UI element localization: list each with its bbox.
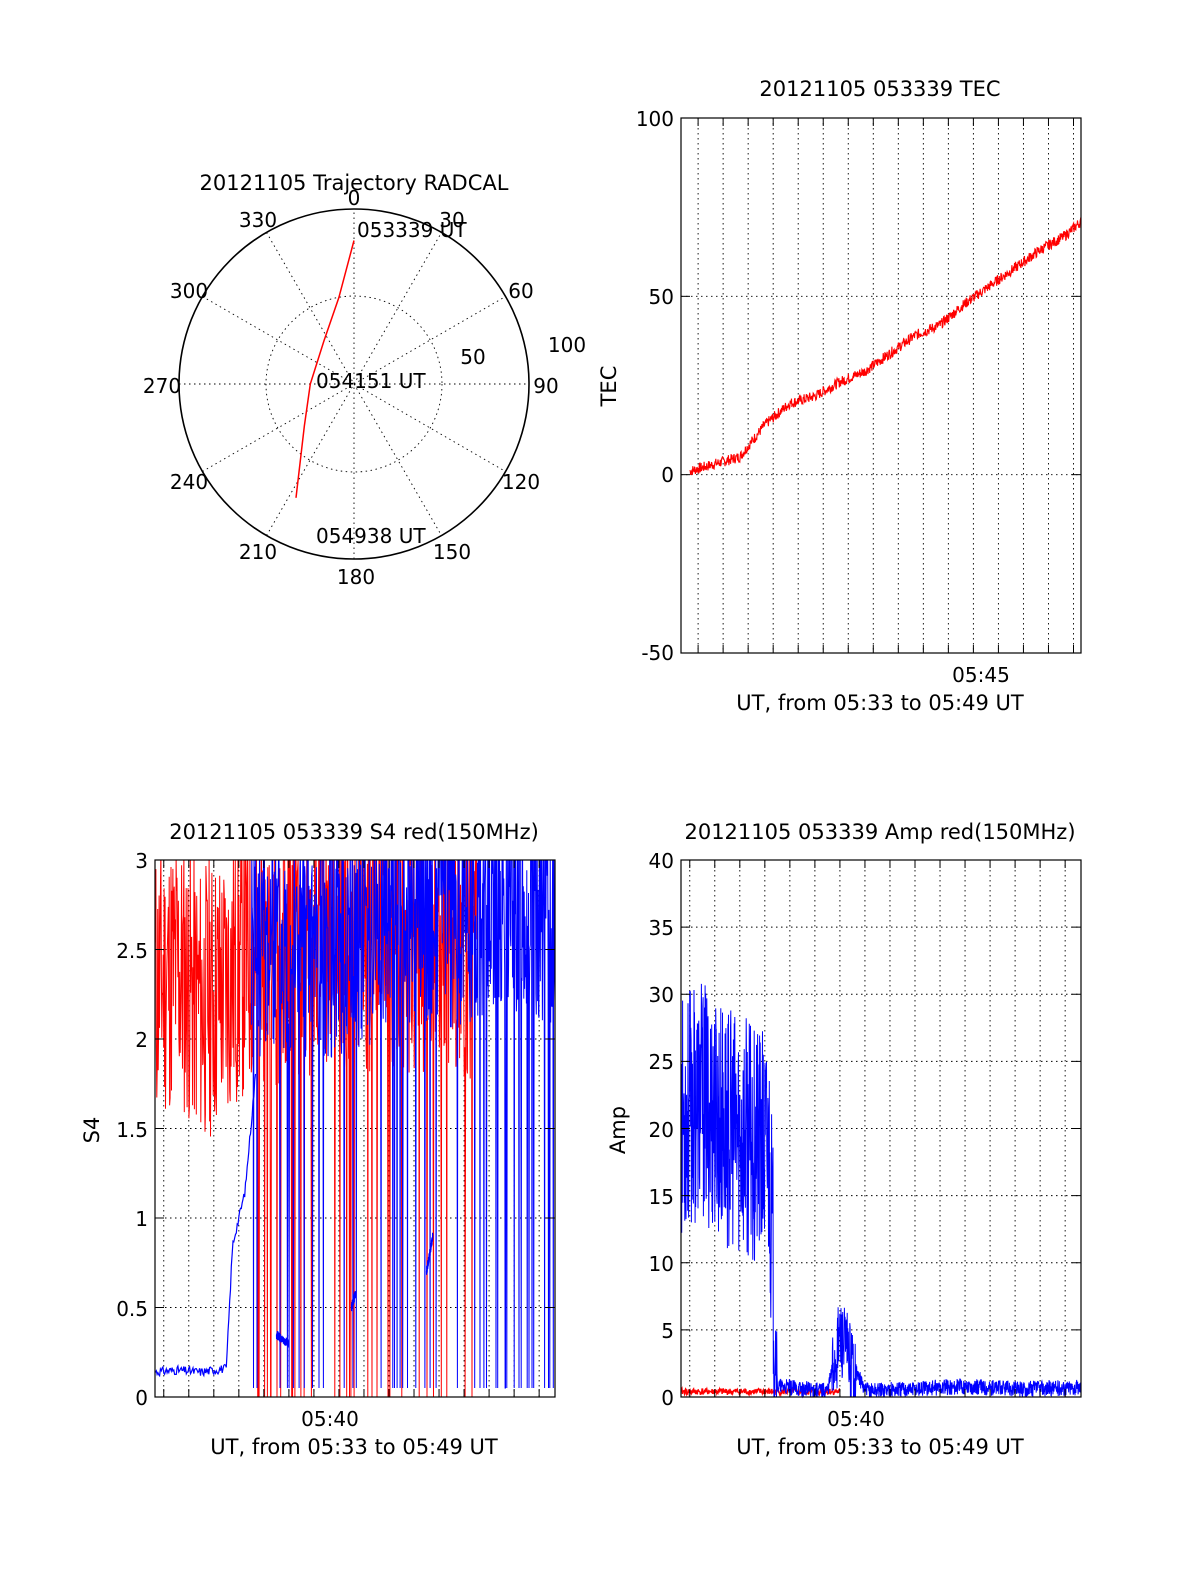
azimuth-label-210: 210 [239, 540, 277, 564]
y-tick-label: 50 [649, 285, 674, 309]
y-tick-label: 0 [661, 1386, 674, 1410]
s4-blue-segment [155, 1073, 257, 1378]
polar-trajectory-chart: 20121105 Trajectory RADCAL 0 30 60 90 12… [143, 171, 586, 589]
azimuth-labels: 0 30 60 90 120 150 180 210 240 270 300 3… [143, 186, 586, 589]
y-tick-label: 3 [135, 849, 148, 873]
y-tick-label: 35 [649, 916, 674, 940]
azimuth-label-180: 180 [337, 565, 375, 589]
azimuth-label-300: 300 [170, 279, 208, 303]
azimuth-label-90: 90 [533, 374, 558, 398]
y-axis-label: S4 [80, 1117, 104, 1144]
y-tick-label: 10 [649, 1252, 674, 1276]
chart-title: 20121105 053339 S4 red(150MHz) [169, 820, 539, 844]
amp-grid [681, 859, 1081, 1398]
y-tick-label: 1.5 [116, 1118, 148, 1142]
trajectory-line [295, 240, 355, 498]
plot-frame [680, 117, 1082, 654]
y-tick-label: 25 [649, 1050, 674, 1074]
tec-tick-marks [681, 117, 1081, 654]
azimuth-label-120: 120 [502, 470, 540, 494]
x-tick-label: 05:45 [952, 663, 1010, 687]
azimuth-label-270: 270 [143, 374, 181, 398]
y-tick-label: 2 [135, 1028, 148, 1052]
y-tick-label: 0 [661, 463, 674, 487]
trajectory-mid-label: 054151 UT [316, 369, 426, 393]
s4-blue-segment [425, 1232, 434, 1275]
s4-blue-line [250, 860, 555, 1389]
y-tick-label: 0 [135, 1386, 148, 1410]
polar-spoke [266, 232, 442, 536]
azimuth-label-150: 150 [433, 540, 471, 564]
azimuth-label-240: 240 [170, 470, 208, 494]
s4-blue-segment [350, 1291, 357, 1312]
amp-blue-line [680, 983, 1082, 1399]
s4-tick-marks [155, 859, 555, 1398]
x-axis-label: UT, from 05:33 to 05:49 UT [210, 1435, 498, 1459]
y-tick-label: 15 [649, 1185, 674, 1209]
x-axis-label: UT, from 05:33 to 05:49 UT [736, 1435, 1024, 1459]
trajectory-end-label: 054938 UT [316, 524, 426, 548]
amp-tick-marks [681, 859, 1081, 1398]
tec-line [689, 216, 1082, 476]
y-tick-label: 1 [135, 1207, 148, 1231]
chart-title: 20121105 053339 Amp red(150MHz) [684, 820, 1075, 844]
chart-title: 20121105 053339 TEC [759, 77, 1000, 101]
y-tick-label: 5 [661, 1319, 674, 1343]
tec-chart: 20121105 053339 TEC 100 50 0 -50 05:45 U… [597, 77, 1082, 715]
y-tick-label: 2.5 [116, 939, 148, 963]
s4-blue-segment [275, 1330, 290, 1348]
y-tick-label: 0.5 [116, 1297, 148, 1321]
polar-spokes [179, 209, 529, 559]
radial-label-100: 100 [548, 333, 586, 357]
azimuth-label-0: 0 [348, 186, 361, 210]
amp-chart: 20121105 053339 Amp red(150MHz) 40 35 30… [606, 820, 1082, 1459]
x-tick-label: 05:40 [827, 1407, 885, 1431]
s4-chart: 20121105 053339 S4 red(150MHz) 3 2.5 2 1… [80, 820, 556, 1459]
y-tick-label: 100 [636, 107, 674, 131]
polar-ring-50 [265, 295, 443, 473]
y-axis-label: Amp [606, 1106, 630, 1154]
y-tick-label: 30 [649, 983, 674, 1007]
tec-series [689, 216, 1082, 476]
polar-outer-ring [178, 208, 530, 560]
x-tick-label: 05:40 [301, 1407, 359, 1431]
s4-series [155, 860, 555, 1397]
y-tick-label: 40 [649, 849, 674, 873]
azimuth-label-60: 60 [508, 279, 533, 303]
tec-grid [681, 117, 1081, 654]
x-axis-label: UT, from 05:33 to 05:49 UT [736, 691, 1024, 715]
azimuth-label-30: 30 [439, 208, 464, 232]
chart-title: 20121105 Trajectory RADCAL [200, 171, 509, 195]
amp-series [680, 983, 1082, 1399]
azimuth-label-330: 330 [239, 208, 277, 232]
trajectory-start-label: 053339 UT [357, 218, 467, 242]
y-tick-label: -50 [641, 641, 674, 665]
y-axis-label: TEC [597, 366, 621, 408]
radial-label-50: 50 [460, 345, 485, 369]
y-tick-label: 20 [649, 1118, 674, 1142]
